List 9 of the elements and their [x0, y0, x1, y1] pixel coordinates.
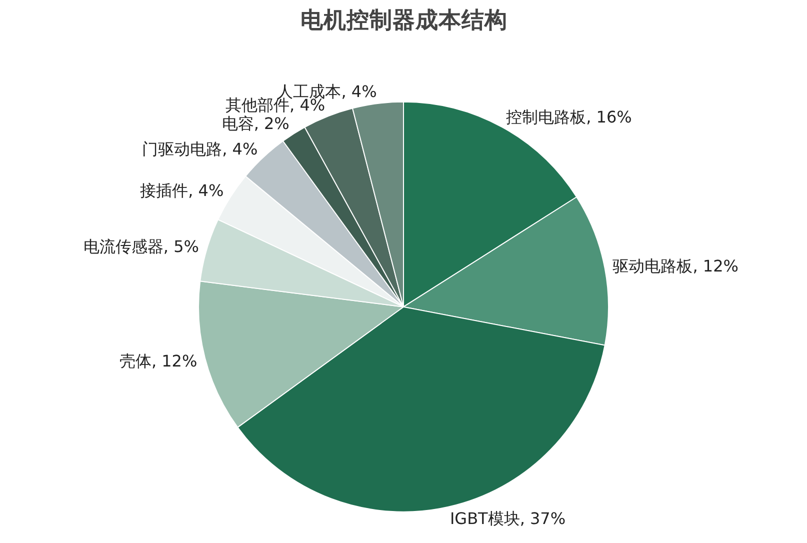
slice-label: 壳体, 12% [119, 351, 198, 370]
slice-label: IGBT模块, 37% [450, 508, 566, 528]
chart-title: 电机控制器成本结构 [300, 8, 508, 34]
slice-label: 电流传感器, 5% [83, 236, 199, 256]
slice-label: 电容, 2% [222, 114, 290, 134]
slice-label: 门驱动电路, 4% [142, 139, 258, 158]
slice-label: 接插件, 4% [140, 181, 224, 200]
slice-label: 控制电路板, 16% [506, 107, 632, 126]
slice-label: 驱动电路板, 12% [612, 256, 738, 276]
